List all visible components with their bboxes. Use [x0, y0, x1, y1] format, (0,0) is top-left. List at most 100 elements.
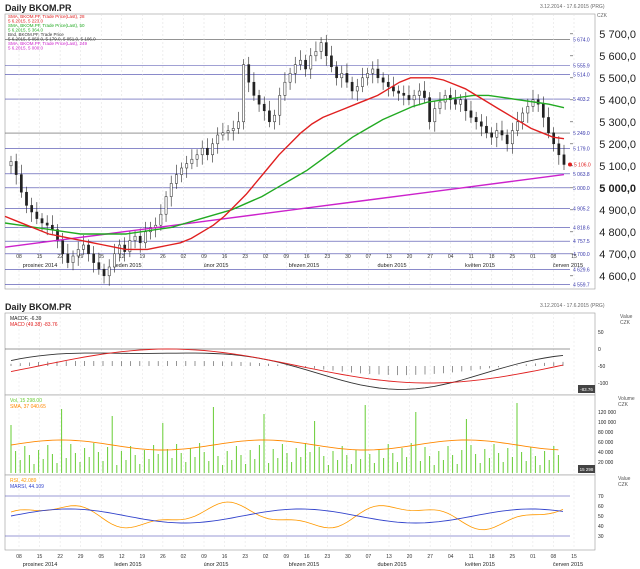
y-tick-label: 5 000,0 — [599, 183, 636, 195]
lower-day-tick-label: 01 — [530, 554, 536, 560]
candle-body — [138, 235, 142, 244]
candle-body — [128, 240, 132, 252]
y-tick-label: 5 600,0 — [599, 51, 636, 63]
lower-day-tick-label: 23 — [242, 554, 248, 560]
candle-body — [66, 253, 70, 263]
y-tick-label: 4 700,0 — [599, 249, 636, 261]
candle-body — [531, 99, 535, 107]
y-tick-label: 4 800,0 — [599, 227, 636, 239]
main-day-tick-label: 11 — [469, 254, 474, 260]
candle-body — [562, 154, 566, 165]
price-level-label: 5 249.0 — [573, 131, 590, 137]
rsi-tick-label: 60 — [598, 504, 604, 510]
legend-label: Bnd, BKOM.PF, Trade Price — [8, 32, 64, 37]
candle-body — [330, 55, 333, 68]
macd-tick-label: 50 — [598, 330, 604, 336]
main-day-tick-label: 20 — [407, 254, 413, 260]
candle-body — [355, 86, 359, 92]
candle-body — [319, 42, 323, 52]
main-day-tick-label: 08 — [551, 254, 557, 260]
candle-body — [257, 95, 261, 105]
main-day-tick-label: 23 — [242, 254, 248, 260]
main-day-tick-label: 19 — [140, 254, 146, 260]
candle-body — [490, 132, 493, 138]
candle-body — [113, 253, 116, 268]
lower-day-tick-label: 25 — [510, 554, 516, 560]
sma-28-line — [4, 77, 565, 251]
lower-day-tick-label: 08 — [551, 554, 557, 560]
vol-tick-label: 20 000 — [598, 460, 614, 466]
y-tick-label: 5 400,0 — [599, 95, 636, 107]
macd-badge — [578, 385, 595, 393]
candle-body — [386, 81, 390, 87]
rsi-label: RSI, 42.089 — [10, 478, 37, 484]
candle-body — [407, 95, 411, 101]
lower-day-tick-label: 05 — [98, 554, 104, 560]
main-day-tick-label: 05 — [98, 254, 104, 260]
lower-day-tick-label: 22 — [57, 554, 63, 560]
main-month-label: březen 2015 — [289, 263, 320, 269]
candle-body — [231, 128, 235, 131]
candle-body — [361, 77, 364, 87]
candle-body — [9, 161, 13, 167]
macd-tick-label: -100 — [598, 381, 608, 387]
candle-body — [402, 92, 406, 96]
candle-body — [547, 117, 550, 134]
candle-body — [366, 73, 369, 79]
sma-249-line — [4, 173, 565, 248]
candle-body — [221, 132, 225, 136]
candle-body — [423, 90, 426, 98]
candle-body — [144, 231, 147, 244]
main-day-tick-label: 30 — [345, 254, 351, 260]
candle-body — [19, 174, 23, 193]
rsi-tick-label: 40 — [598, 524, 604, 530]
rsi-line — [10, 501, 564, 531]
candle-body — [485, 125, 488, 134]
rsi-tick-label: 50 — [598, 514, 604, 520]
vol-badge-text: 15 298 — [580, 467, 594, 472]
price-level-label: 4 757.5 — [573, 239, 590, 245]
y-tick-label: 4 900,0 — [599, 205, 636, 217]
main-day-tick-label: 09 — [201, 254, 207, 260]
candle-body — [226, 130, 230, 134]
main-day-tick-label: 18 — [489, 254, 495, 260]
candle-body — [237, 121, 240, 129]
main-day-tick-label: 16 — [222, 254, 228, 260]
y-tick-label: 5 200,0 — [599, 139, 636, 151]
candle-body — [479, 121, 483, 127]
main-day-tick-label: 12 — [119, 254, 125, 260]
candle-body — [541, 103, 545, 118]
main-month-label: prosinec 2014 — [23, 263, 58, 269]
lower-day-tick-label: 12 — [119, 554, 125, 560]
price-level-label: 5 514.0 — [573, 73, 590, 79]
lower-day-tick-label: 13 — [386, 554, 392, 560]
lower-month-label: leden 2015 — [114, 562, 141, 568]
y-tick-label: 5 500,0 — [599, 73, 636, 85]
main-day-tick-label: 02 — [263, 254, 269, 260]
main-day-tick-label: 09 — [283, 254, 289, 260]
vol-side-label: CZK — [618, 402, 629, 408]
vol-tick-label: 120 000 — [598, 410, 616, 416]
macd-signal-line — [10, 348, 564, 384]
lower-day-tick-label: 16 — [222, 554, 228, 560]
candle-body — [464, 99, 468, 112]
lower-day-tick-label: 19 — [140, 554, 146, 560]
candle-body — [216, 134, 220, 145]
candle-body — [92, 253, 96, 263]
lower-day-tick-label: 18 — [489, 554, 495, 560]
main-month-label: únor 2015 — [204, 263, 229, 269]
candle-body — [521, 112, 525, 123]
candle-body — [495, 130, 499, 138]
lower-day-tick-label: 27 — [427, 554, 433, 560]
lower-chart-timestamp: 3.12.2014 - 17.6.2015 (PRG) — [540, 303, 605, 309]
price-level-label: 5 179.0 — [573, 146, 590, 152]
candle-body — [123, 244, 127, 252]
legend-value: 5 6.2015, 5 050.0, 5 179.0, 5 051.0, 5 1… — [8, 37, 96, 42]
candle-body — [40, 218, 44, 224]
candle-body — [97, 262, 101, 270]
candle-body — [350, 81, 354, 92]
candle-body — [438, 101, 442, 109]
y-tick-label: 5 300,0 — [599, 117, 636, 129]
candle-body — [417, 90, 421, 96]
